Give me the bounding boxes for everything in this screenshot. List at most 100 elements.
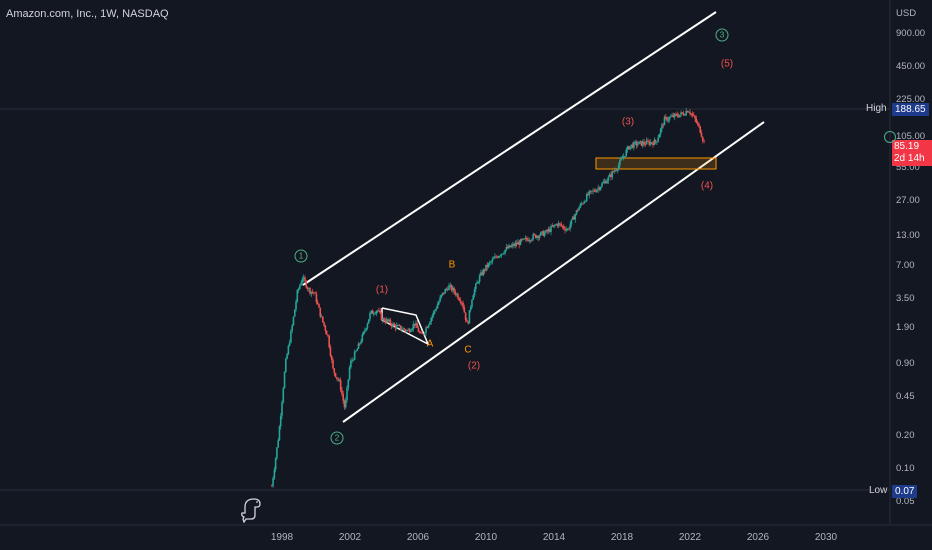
candle-body [652, 143, 654, 146]
y-tick-label: 450.00 [896, 61, 926, 73]
candle-body [534, 234, 537, 238]
candle-body [527, 239, 529, 242]
candle-body [301, 278, 304, 283]
candle-body [378, 310, 380, 312]
candle-body [473, 289, 476, 296]
candle-body [644, 143, 647, 145]
candle-body [310, 291, 313, 294]
candle-body [309, 288, 311, 294]
candle-body [531, 239, 533, 241]
candle-body [457, 293, 459, 299]
candle-body [467, 321, 469, 324]
candle-body [360, 341, 362, 344]
y-tick-label: 225.00 [896, 94, 926, 106]
candle-body [397, 325, 399, 326]
candle-body [418, 331, 421, 333]
candle-body [450, 285, 453, 291]
channel-lower-line[interactable] [342, 121, 765, 423]
candle-body [341, 389, 343, 395]
candle-body [532, 234, 534, 240]
candle-body [299, 285, 301, 289]
candle-body [645, 140, 648, 145]
candle-body [699, 126, 701, 133]
candle-body [455, 293, 458, 295]
candle-body [285, 358, 287, 372]
candle-body [347, 379, 350, 388]
wave-label-circled-3: 3 [715, 28, 729, 42]
candle-body [647, 140, 649, 142]
candle-body [583, 201, 585, 204]
candle-body [406, 330, 408, 332]
candle-body [628, 146, 630, 150]
support-zone-box[interactable] [595, 157, 717, 170]
candle-body [443, 292, 445, 294]
channel-upper-line[interactable] [302, 11, 717, 286]
candle-body [670, 116, 672, 118]
candle-body [703, 140, 705, 142]
candle-body [526, 237, 528, 240]
x-tick-label: 2006 [406, 532, 430, 543]
wave-label-a: A [426, 338, 434, 350]
candle-body [580, 203, 583, 205]
candle-body [342, 394, 344, 401]
candle-body [633, 141, 635, 148]
candle-body [288, 342, 291, 346]
candle-body [562, 226, 565, 229]
candle-body [325, 330, 328, 335]
candle-body [422, 333, 425, 335]
candle-body [475, 283, 477, 290]
candle-body [459, 300, 462, 303]
candle-body [672, 115, 675, 118]
candle-body [471, 299, 473, 307]
alert-marker-icon[interactable] [884, 131, 896, 143]
triangle-pattern[interactable] [381, 307, 430, 346]
y-tick-label: 0.10 [896, 462, 915, 474]
candle-body [343, 400, 346, 408]
candle-body [478, 275, 481, 282]
candle-body [686, 110, 689, 113]
candle-body [578, 207, 580, 211]
candle-body [662, 124, 665, 126]
x-tick-label: 1998 [270, 532, 294, 543]
high-label: High [866, 103, 887, 114]
y-tick-label: 3.50 [896, 293, 915, 305]
candle-body [564, 228, 566, 231]
candle-body [543, 232, 546, 237]
currency-label: USD [896, 8, 917, 19]
candle-body [374, 313, 376, 315]
candle-body [323, 321, 325, 326]
x-tick-label: 2026 [746, 532, 770, 543]
candle-body [380, 312, 383, 320]
wave-label-c: C [464, 344, 472, 356]
candle-body [602, 182, 605, 184]
candle-body [619, 160, 621, 166]
candle-body [271, 485, 273, 487]
y-tick-label: 7.00 [896, 259, 915, 271]
candle-body [322, 316, 324, 322]
candle-body [573, 216, 575, 220]
candle-body [300, 282, 302, 286]
candle-body [385, 319, 388, 323]
candle-body [333, 368, 336, 373]
candle-body [625, 149, 628, 157]
y-tick-label: 0.45 [896, 391, 915, 403]
candle-body [291, 325, 293, 331]
candle-body [295, 301, 297, 310]
candle-body [383, 318, 385, 322]
candle-body [305, 280, 308, 288]
wave-label-circled-2: 2 [330, 431, 344, 445]
candle-body [394, 325, 397, 329]
candle-body [304, 277, 306, 281]
candle-body [667, 119, 670, 121]
candle-body [673, 113, 676, 118]
candle-body [691, 113, 694, 116]
candle-body [273, 469, 276, 479]
candle-body [458, 298, 461, 301]
candle-body [682, 113, 685, 116]
candle-body [449, 285, 452, 286]
wave-label-b: B [448, 259, 456, 271]
candle-body [481, 272, 483, 275]
candle-body [611, 171, 614, 178]
candle-body [554, 225, 556, 226]
